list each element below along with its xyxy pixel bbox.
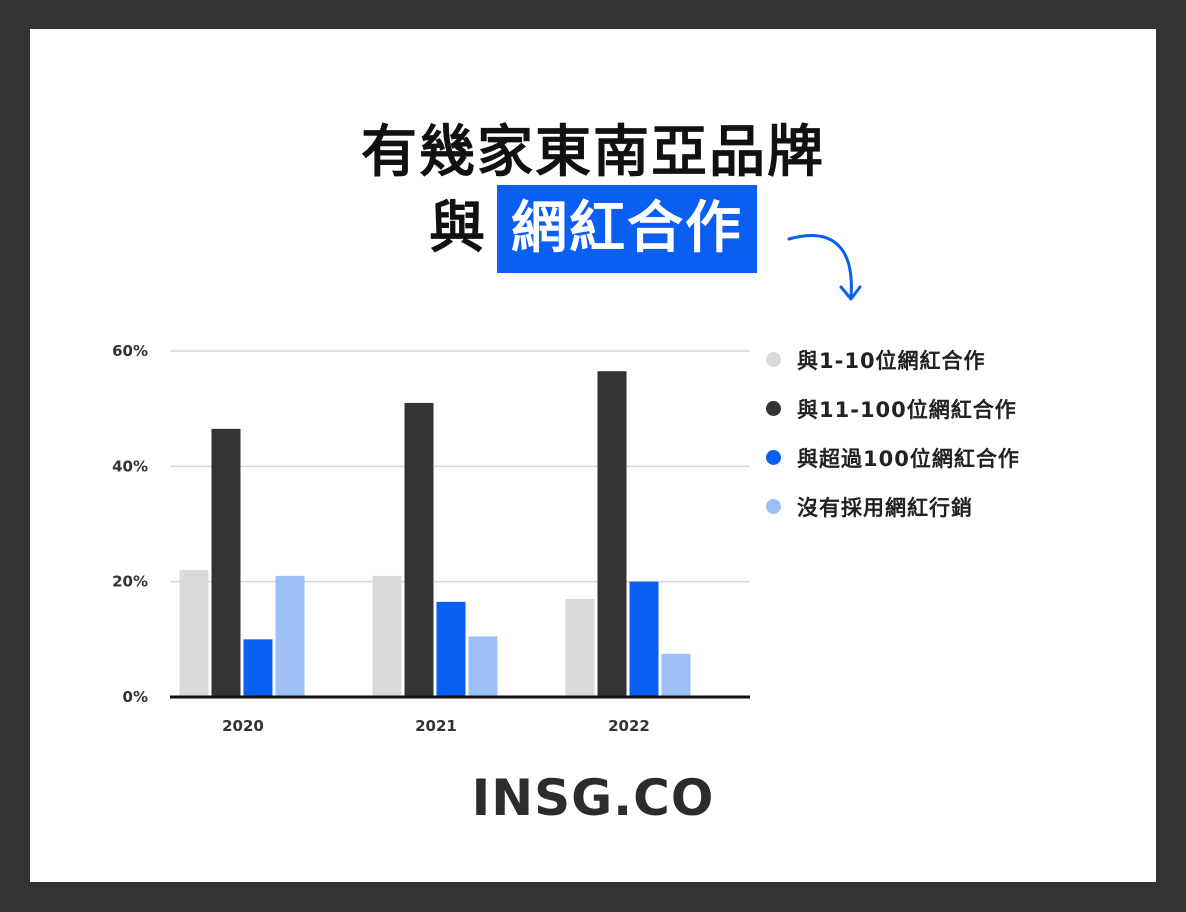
insg-logo: INSG.CO [471,769,715,827]
bar-2022-series-3 [661,653,691,697]
legend-label: 與超過100位網紅合作 [797,446,1020,471]
bar-2022-series-1 [597,371,627,697]
bar-2021-series-1 [404,402,434,697]
chart-title-line2: 與網紅合作 [30,185,1156,273]
legend-item: 沒有採用網紅行銷 [766,482,1020,531]
bar-2020-series-0 [179,570,209,697]
legend-item: 與11-100位網紅合作 [766,384,1020,433]
bar-2020-series-1 [211,428,241,697]
title-highlight-text: 網紅合作 [497,185,757,273]
bar-2021-series-3 [468,636,498,697]
chart-title-line1: 有幾家東南亞品牌 [361,120,825,185]
bar-2020-series-2 [243,639,273,697]
y-tick-label: 40% [112,457,148,475]
bar-2021-series-0 [372,575,402,697]
legend-label: 與11-100位網紅合作 [797,397,1017,422]
y-tick-label: 60% [112,342,148,360]
legend-dot-icon [766,450,781,465]
legend-dot-icon [766,401,781,416]
legend-item: 與1-10位網紅合作 [766,335,1020,384]
title-plain-text: 與 [429,196,487,261]
chart-card: 有幾家東南亞品牌 與網紅合作 0% 20% 40% 60% 2020 2021 2022 與… [30,29,1156,882]
x-tick-label: 2022 [608,717,650,735]
bar-2022-series-0 [565,598,595,697]
legend-label: 與1-10位網紅合作 [797,348,986,373]
legend-dot-icon [766,352,781,367]
chart-legend: 與1-10位網紅合作與11-100位網紅合作 與超過100位網紅合作 沒有採用網紅行… [766,335,1020,531]
bar-chart: 0% 20% 40% 60% 2020 2021 2022 [112,342,750,735]
x-tick-label: 2020 [222,717,264,735]
legend-dot-icon [766,499,781,514]
legend-label: 沒有採用網紅行銷 [797,495,973,520]
bar-2021-series-2 [436,601,466,697]
y-tick-label: 20% [112,573,148,591]
bar-2022-series-2 [629,581,659,697]
legend-item: 與超過100位網紅合作 [766,433,1020,482]
curved-arrow-icon [787,234,862,301]
bar-2020-series-3 [275,575,305,697]
y-tick-label: 0% [123,688,148,706]
x-tick-label: 2021 [415,717,457,735]
